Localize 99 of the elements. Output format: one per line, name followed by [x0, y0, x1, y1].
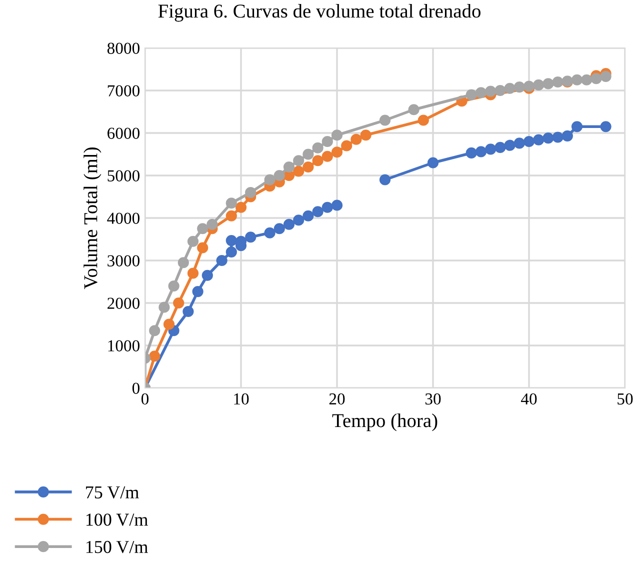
point — [475, 146, 487, 158]
point — [197, 223, 208, 234]
point — [322, 202, 333, 213]
point — [379, 114, 391, 126]
point — [331, 130, 343, 141]
point — [245, 232, 256, 243]
y-tick-label: 3000 — [108, 255, 140, 266]
point — [533, 79, 544, 91]
point — [149, 350, 160, 362]
point — [163, 318, 175, 330]
point — [322, 136, 333, 148]
x-tick-label: 50 — [618, 393, 633, 405]
point — [274, 223, 285, 234]
point — [408, 104, 420, 116]
point — [542, 132, 554, 144]
chart-title: Figura 6. Curvas de volume total drenado — [158, 4, 480, 22]
point — [192, 286, 204, 298]
point — [226, 246, 237, 258]
x-tick-label: 30 — [425, 393, 441, 405]
point — [302, 161, 314, 173]
point — [466, 147, 477, 159]
point — [235, 202, 247, 213]
point — [274, 170, 285, 182]
point — [158, 302, 170, 313]
point — [245, 186, 256, 198]
point — [226, 198, 237, 209]
point — [312, 155, 324, 166]
point — [600, 70, 612, 82]
point — [187, 268, 199, 279]
point — [293, 166, 304, 177]
y-tick-label: 1000 — [108, 340, 140, 352]
point — [322, 150, 333, 162]
point — [206, 218, 218, 230]
x-tick-label: 40 — [520, 393, 537, 405]
point — [542, 78, 554, 90]
y-tick-label: 8000 — [107, 42, 140, 54]
point — [283, 218, 295, 230]
point — [264, 227, 276, 238]
point — [293, 155, 304, 166]
point — [168, 280, 180, 292]
point — [379, 174, 391, 186]
point — [182, 306, 194, 318]
point — [523, 136, 535, 148]
point — [302, 210, 314, 222]
point — [202, 270, 213, 281]
point — [600, 121, 612, 132]
legend-label: 75 V/m — [86, 486, 139, 499]
point — [494, 84, 506, 96]
point — [312, 142, 324, 154]
point — [293, 214, 304, 226]
y-tick-label: 2000 — [108, 298, 140, 309]
point — [581, 74, 592, 86]
point — [360, 130, 372, 141]
y-tick-label: 5000 — [108, 170, 140, 182]
point — [590, 73, 602, 84]
point — [552, 76, 564, 88]
point — [283, 161, 295, 173]
point — [504, 82, 516, 94]
point — [418, 114, 429, 126]
point — [341, 140, 352, 152]
point — [178, 257, 189, 268]
point — [226, 210, 237, 222]
point — [427, 157, 439, 168]
point — [197, 242, 208, 254]
point — [149, 325, 160, 336]
point — [187, 236, 199, 247]
point — [514, 82, 525, 93]
point — [302, 148, 314, 160]
point — [466, 89, 477, 100]
point — [173, 297, 184, 309]
point — [571, 121, 583, 132]
point — [485, 144, 496, 155]
point — [216, 254, 228, 266]
point — [571, 74, 583, 86]
point — [485, 86, 496, 97]
point — [350, 134, 362, 145]
point — [226, 234, 237, 246]
y-tick-label: 7000 — [108, 85, 140, 96]
legend-label: 150 V/m — [86, 540, 148, 554]
y-tick-label: 4000 — [107, 212, 140, 224]
point — [552, 132, 564, 143]
point — [504, 140, 516, 151]
x-tick-label: 0 — [141, 393, 149, 405]
legend-label: 100 V/m — [86, 514, 148, 526]
point — [494, 142, 506, 154]
point — [562, 130, 573, 142]
y-tick-label: 6000 — [108, 128, 140, 139]
point — [533, 134, 544, 146]
point — [475, 87, 487, 98]
x-tick-label: 10 — [234, 393, 249, 405]
point — [331, 200, 343, 211]
x-axis-title: Tempo (hora) — [332, 414, 438, 432]
y-axis-title: Volume Total (ml) — [84, 148, 102, 290]
point — [264, 174, 276, 186]
y-tick-label: 0 — [132, 382, 140, 394]
point — [331, 146, 343, 158]
x-tick-label: 20 — [329, 393, 345, 405]
point — [312, 206, 324, 218]
point — [514, 138, 525, 149]
